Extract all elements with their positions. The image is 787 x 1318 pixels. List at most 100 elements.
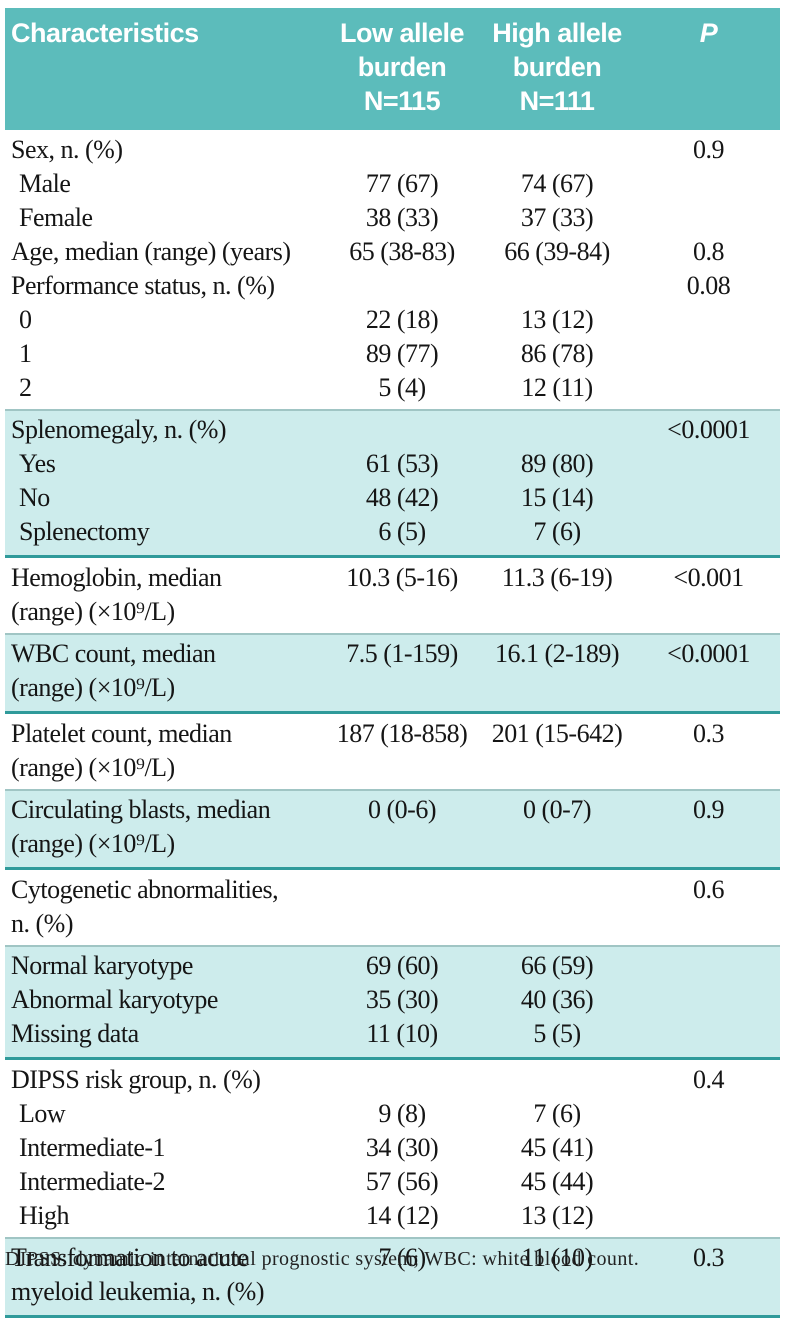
table-footnote: DIPSS: dynamic international prognostic … — [5, 1248, 640, 1270]
row-label: Splenectomy — [19, 517, 150, 546]
p-value: 0.9 — [693, 795, 725, 824]
table-body: Sex, n. (%) 0.9 Male 77 (67) 74 (67) Female 38… — [5, 130, 780, 1318]
table-section: Circulating blasts, median (range) (×10⁹… — [5, 789, 780, 870]
low-allele-value — [327, 269, 477, 303]
p-value — [637, 983, 780, 1017]
p-value — [637, 949, 780, 983]
row-label: Splenomegaly, n. (%) — [11, 415, 227, 444]
high-allele-value: 13 (12) — [520, 1201, 594, 1230]
low-allele-value: 5 (4) — [378, 373, 426, 402]
high-allele-value — [477, 873, 637, 907]
table-row: No 48 (42) 15 (14) — [5, 481, 780, 515]
high-allele-value: 11.3 (6-19) — [501, 563, 613, 592]
table-row: Missing data 11 (10) 5 (5) — [5, 1017, 780, 1051]
row-label: Intermediate-2 — [19, 1167, 166, 1196]
characteristics-table: Characteristics Low allele burden N=115 … — [5, 8, 780, 1318]
table-section: Splenomegaly, n. (%) <0.0001 Yes 61 (53) 89 … — [5, 409, 780, 558]
low-allele-value — [327, 133, 477, 167]
low-allele-value: 14 (12) — [365, 1201, 439, 1230]
low-allele-value: 48 (42) — [365, 483, 439, 512]
table-row: 0 22 (18) 13 (12) — [5, 303, 780, 337]
p-value — [637, 447, 780, 481]
p-value: <0.0001 — [667, 415, 750, 444]
high-allele-value: 12 (11) — [521, 373, 593, 402]
row-label: Abnormal karyotype — [11, 985, 218, 1014]
high-allele-value: 66 (59) — [520, 951, 594, 980]
header-p-value: P — [699, 18, 718, 48]
table-row: Performance status, n. (%) 0.08 — [5, 269, 780, 303]
p-value — [637, 303, 780, 337]
table-row: Platelet count, median (range) (×10⁹/L) 1… — [5, 717, 780, 785]
low-allele-value: 61 (53) — [365, 449, 439, 478]
table-row: DIPSS risk group, n. (%) 0.4 — [5, 1063, 780, 1097]
p-value — [637, 1165, 780, 1199]
row-label: Circulating blasts, median (range) (×10⁹… — [11, 795, 271, 858]
table-row: Male 77 (67) 74 (67) — [5, 167, 780, 201]
high-allele-value: 5 (5) — [533, 1019, 581, 1048]
low-allele-value: 10.3 (5-16) — [346, 563, 458, 592]
table-row: Intermediate-2 57 (56) 45 (44) — [5, 1165, 780, 1199]
header-characteristics: Characteristics — [11, 18, 199, 48]
p-value — [637, 1131, 780, 1165]
table-row: Low 9 (8) 7 (6) — [5, 1097, 780, 1131]
high-allele-value — [477, 413, 637, 447]
low-allele-value — [327, 413, 477, 447]
row-label: No — [19, 483, 50, 512]
header-high-allele-burden: High allele burden N=111 — [492, 18, 622, 116]
row-label: 2 — [19, 373, 32, 402]
low-allele-value: 38 (33) — [365, 203, 439, 232]
row-label: Sex, n. (%) — [11, 135, 123, 164]
high-allele-value — [477, 133, 637, 167]
low-allele-value: 69 (60) — [365, 951, 439, 980]
row-label: Yes — [19, 449, 56, 478]
table-section: Normal karyotype 69 (60) 66 (59) Abnormal k… — [5, 945, 780, 1060]
high-allele-value: 37 (33) — [520, 203, 594, 232]
row-label: Hemoglobin, median (range) (×10⁹/L) — [11, 563, 222, 626]
table-row: Sex, n. (%) 0.9 — [5, 133, 780, 167]
page: Characteristics Low allele burden N=115 … — [5, 8, 780, 1318]
table-row: 2 5 (4) 12 (11) — [5, 371, 780, 405]
row-label: Missing data — [11, 1019, 139, 1048]
p-value — [637, 337, 780, 371]
high-allele-value: 16.1 (2-189) — [495, 639, 619, 668]
table-section: WBC count, median (range) (×10⁹/L) 7.5 (1… — [5, 633, 780, 714]
row-label: Age, median (range) (years) — [11, 237, 291, 266]
table-row: 1 89 (77) 86 (78) — [5, 337, 780, 371]
table-row: Normal karyotype 69 (60) 66 (59) — [5, 949, 780, 983]
table-row: Circulating blasts, median (range) (×10⁹… — [5, 793, 780, 861]
row-label: Normal karyotype — [11, 951, 193, 980]
low-allele-value: 34 (30) — [365, 1133, 439, 1162]
low-allele-value: 22 (18) — [365, 305, 439, 334]
table-row: Splenomegaly, n. (%) <0.0001 — [5, 413, 780, 447]
high-allele-value: 15 (14) — [520, 483, 594, 512]
row-label: DIPSS risk group, n. (%) — [11, 1065, 261, 1094]
p-value — [637, 1097, 780, 1131]
low-allele-value: 89 (77) — [365, 339, 439, 368]
low-allele-value: 0 (0-6) — [368, 795, 436, 824]
p-value: <0.0001 — [667, 639, 750, 668]
low-allele-value: 9 (8) — [378, 1099, 426, 1128]
high-allele-value: 7 (6) — [533, 1099, 581, 1128]
low-allele-value: 187 (18-858) — [336, 719, 468, 748]
p-value: 0.6 — [693, 875, 725, 904]
row-label: 1 — [19, 339, 32, 368]
row-label: Female — [19, 203, 93, 232]
p-value — [637, 371, 780, 405]
low-allele-value: 65 (38-83) — [349, 237, 455, 266]
p-value: 0.8 — [693, 237, 725, 266]
table-section: Cytogenetic abnormalities, n. (%) 0.6 — [5, 870, 780, 945]
high-allele-value: 74 (67) — [520, 169, 594, 198]
table-row: Splenectomy 6 (5) 7 (6) — [5, 515, 780, 549]
high-allele-value: 7 (6) — [533, 517, 581, 546]
high-allele-value: 40 (36) — [520, 985, 594, 1014]
table-row: High 14 (12) 13 (12) — [5, 1199, 780, 1233]
row-label: Performance status, n. (%) — [11, 271, 275, 300]
table-section: Hemoglobin, median (range) (×10⁹/L) 10.3 … — [5, 558, 780, 633]
low-allele-value — [327, 873, 477, 907]
high-allele-value: 89 (80) — [520, 449, 594, 478]
row-label: Low — [19, 1099, 66, 1128]
row-label: WBC count, median (range) (×10⁹/L) — [11, 639, 216, 702]
row-label: Platelet count, median (range) (×10⁹/L) — [11, 719, 232, 782]
p-value — [637, 1017, 780, 1051]
table-section: Sex, n. (%) 0.9 Male 77 (67) 74 (67) Female 38… — [5, 130, 780, 409]
